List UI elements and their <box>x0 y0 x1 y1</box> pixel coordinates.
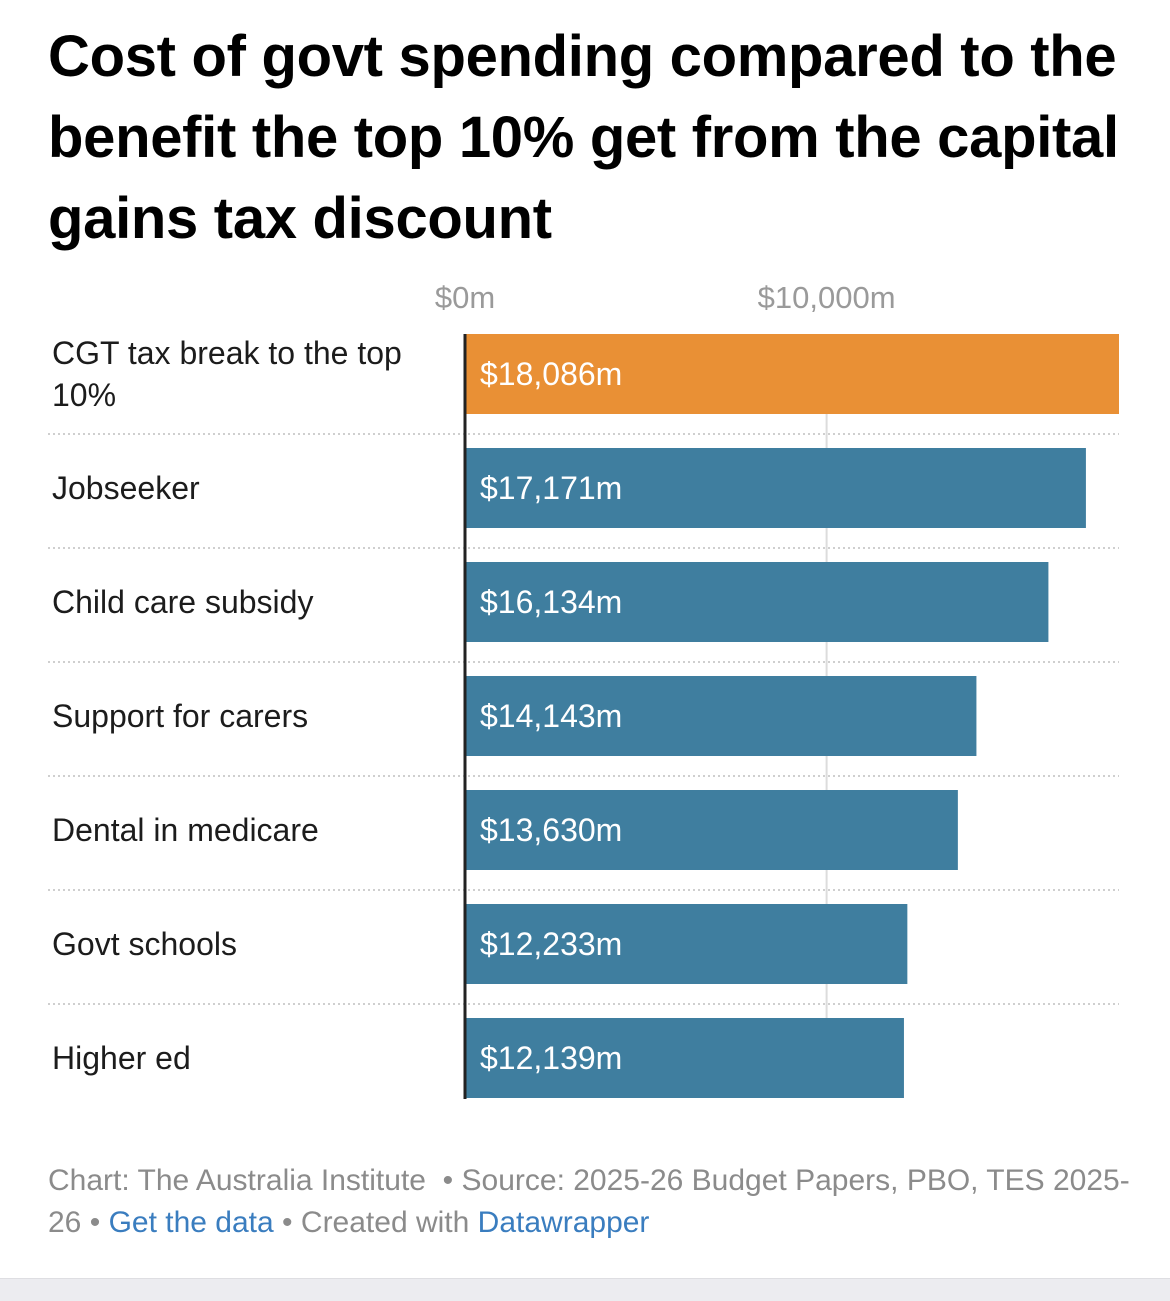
created-with-text: Created with <box>300 1206 470 1239</box>
category-label: Higher ed <box>52 1040 191 1076</box>
bar-value-label: $17,171m <box>480 470 622 506</box>
datawrapper-link[interactable]: Datawrapper <box>477 1206 650 1239</box>
footer-separator: • <box>282 1206 293 1239</box>
bar-child-care-subsidy <box>465 562 1049 642</box>
bar-higher-ed <box>465 1018 904 1098</box>
bar-support-for-carers <box>465 676 977 756</box>
bar-value-label: $13,630m <box>480 812 622 848</box>
category-label-line: Child care subsidy <box>52 584 313 620</box>
x-tick-label: $10,000m <box>758 280 896 315</box>
bottom-scroll-strip <box>0 1278 1170 1301</box>
x-tick-label: $0m <box>435 280 495 315</box>
bar-dental-in-medicare <box>465 790 958 870</box>
bar-jobseeker <box>465 448 1086 528</box>
category-label: Child care subsidy <box>52 584 313 620</box>
get-the-data-link[interactable]: Get the data <box>108 1206 274 1239</box>
category-label: Govt schools <box>52 926 237 962</box>
bar-value-label: $12,233m <box>480 926 622 962</box>
bar-value-label: $16,134m <box>480 584 622 620</box>
category-label: CGT tax break to the top 10% <box>52 335 402 413</box>
source-text: Source: 2025-26 Budget Papers, PBO, TES … <box>48 1164 1130 1239</box>
category-label: Support for carers <box>52 698 308 734</box>
category-label-line: Govt schools <box>52 926 237 962</box>
category-label: Jobseeker <box>52 470 200 506</box>
bar-value-label: $18,086m <box>480 356 622 392</box>
footer-separator: • <box>89 1206 101 1239</box>
category-label-line: Dental in medicare <box>52 812 319 848</box>
bar-cgt-tax-break-to-the-top-10 <box>465 334 1119 414</box>
chart-credit: Chart: The Australia Institute <box>48 1164 426 1197</box>
category-label-line: Support for carers <box>52 698 308 734</box>
bar-govt-schools <box>465 904 908 984</box>
bar-chart: $0m $10,000m $18,086m CGT tax break to the … <box>48 280 1119 1099</box>
footer-separator: • <box>442 1164 454 1197</box>
bar-value-label: $14,143m <box>480 698 622 734</box>
category-label-line: Higher ed <box>52 1040 191 1076</box>
category-label-line: 10% <box>52 377 116 413</box>
bar-value-label: $12,139m <box>480 1040 622 1076</box>
chart-footer: Chart: The Australia Institute • Source:… <box>48 1160 1138 1244</box>
category-label: Dental in medicare <box>52 812 319 848</box>
category-label-line: Jobseeker <box>52 470 200 506</box>
category-label-line: CGT tax break to the top <box>52 335 402 371</box>
chart-title: Cost of govt spending compared to the be… <box>48 24 1119 251</box>
